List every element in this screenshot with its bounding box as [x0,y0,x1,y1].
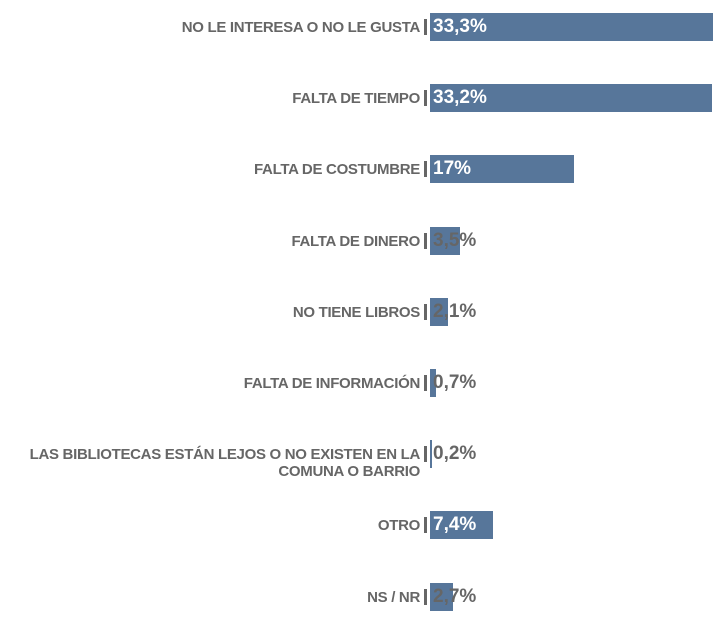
category-label: NO TIENE LIBROS [292,303,420,321]
value-label: 17% [433,158,472,180]
category-label: FALTA DE INFORMACIÓN [243,375,421,392]
value-label: 33,2% [433,87,487,109]
value-label: 7,4% [433,514,477,536]
value-label: 0,7% [433,372,477,393]
separator [424,232,427,249]
bar [430,155,575,184]
bar [430,297,448,326]
bar [430,582,453,611]
category-label: FALTA DE COSTUMBRE [254,161,420,179]
separator [424,90,427,107]
bar [430,440,432,469]
separator [424,517,427,534]
category-label: NO LE INTERESA O NO LE GUSTA [181,19,421,36]
category-label: FALTA DE TIEMPO [292,90,420,108]
separator [424,446,427,463]
bar [430,511,493,540]
separator [424,588,427,605]
separator [424,19,427,35]
bar [430,13,713,41]
value-label: 2,1% [433,300,477,322]
value-label: 3,5% [433,229,477,251]
value-label: 0,2% [433,443,477,465]
value-label: 2,7% [433,585,477,607]
category-label: OTRO [377,517,420,535]
bar [430,84,713,113]
category-label: FALTA DE DINERO [291,232,420,250]
separator [424,161,427,178]
separator [424,303,427,320]
value-label: 33,3% [433,16,487,37]
category-label: LAS BIBLIOTECAS ESTÁN LEJOS O NO EXISTEN… [29,446,421,481]
category-label: NS / NR [367,588,420,606]
bar [430,226,460,255]
bar [430,369,436,397]
separator [424,375,427,391]
